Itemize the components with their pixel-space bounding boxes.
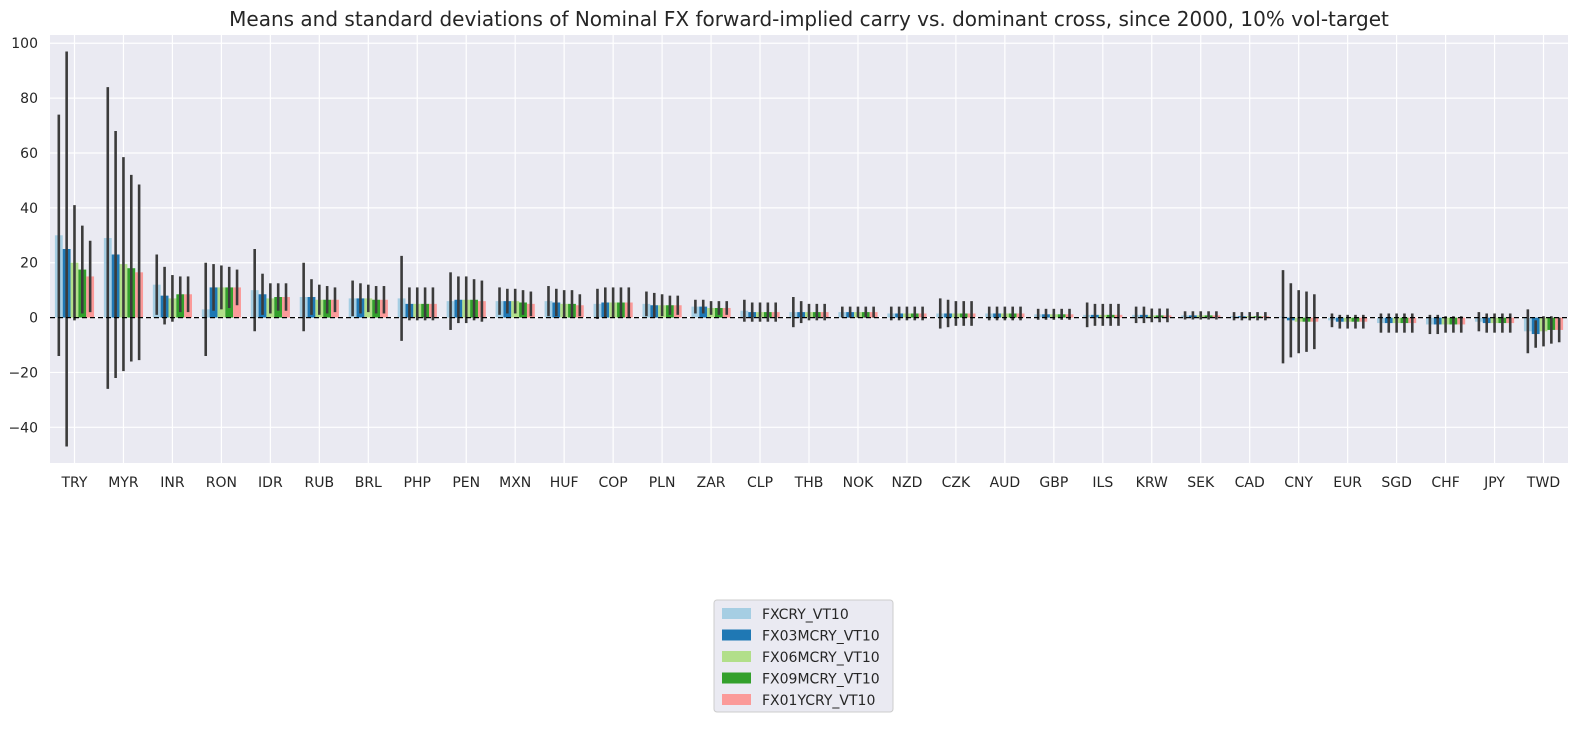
legend-swatch <box>722 672 751 684</box>
legend-swatch <box>722 608 751 619</box>
x-tick-label: JPY <box>1483 475 1505 491</box>
y-tick-label: 40 <box>20 201 38 217</box>
x-tick-label: TRY <box>61 475 88 491</box>
x-tick-label: ZAR <box>697 475 726 491</box>
x-tick-label: RON <box>206 475 237 491</box>
x-tick-label: MYR <box>108 475 139 491</box>
y-tick-label: 0 <box>29 311 38 327</box>
y-tick-label: 80 <box>20 91 38 107</box>
x-tick-label: PHP <box>404 475 431 491</box>
legend-swatch <box>722 694 751 705</box>
x-tick-label: PLN <box>649 475 676 491</box>
legend-label: FX03MCRY_VT10 <box>762 629 880 645</box>
x-tick-label: COP <box>599 475 628 491</box>
x-tick-label: GBP <box>1039 475 1068 491</box>
x-tick-label: BRL <box>355 475 382 491</box>
x-tick-label: NOK <box>843 475 874 491</box>
x-tick-label: SEK <box>1187 475 1215 491</box>
x-tick-label: CNY <box>1284 475 1313 491</box>
plot-area: −40 −20 0 20 40 60 80 100 TRY MYR INR RON IDR RUB BRL P… <box>8 35 1568 491</box>
x-tick-label: KRW <box>1136 475 1168 491</box>
x-tick-label: HUF <box>550 475 579 491</box>
y-tick-label: 100 <box>11 36 38 52</box>
x-tick-label: MXN <box>499 475 531 491</box>
legend-label: FXCRY_VT10 <box>762 607 849 623</box>
x-tick-label: NZD <box>892 475 923 491</box>
x-tick-label: CAD <box>1235 475 1265 491</box>
y-tick-label: −20 <box>8 365 38 381</box>
legend-box <box>713 599 894 713</box>
x-tick-label: AUD <box>990 475 1021 491</box>
x-tick-label: TWD <box>1526 475 1560 491</box>
legend-swatch <box>722 651 751 662</box>
x-tick-label: INR <box>160 475 185 491</box>
x-tick-label: EUR <box>1333 475 1362 491</box>
legend-label: FX09MCRY_VT10 <box>762 672 880 688</box>
y-tick-label: −40 <box>8 420 38 436</box>
x-tick-label: RUB <box>305 475 335 491</box>
legend-label: FX01YCRY_VT10 <box>762 693 875 709</box>
legend-swatch <box>722 629 751 641</box>
chart-title: Means and standard deviations of Nominal… <box>229 7 1389 31</box>
x-tick-label: CZK <box>942 475 971 491</box>
y-tick-label: 60 <box>20 146 38 162</box>
x-tick-label: IDR <box>258 475 283 491</box>
legend-label: FX06MCRY_VT10 <box>762 650 880 666</box>
x-tick-label: CLP <box>747 475 773 491</box>
x-tick-label: THB <box>794 475 824 491</box>
legend: FXCRY_VT10 FX03MCRY_VT10 FX06MCRY_VT10 FX09… <box>713 599 894 713</box>
x-tick-label: CHF <box>1431 475 1459 491</box>
y-tick-label: 20 <box>20 256 38 272</box>
x-tick-label: PEN <box>452 475 480 491</box>
x-tick-label: ILS <box>1092 475 1113 491</box>
x-tick-label: SGD <box>1381 475 1412 491</box>
